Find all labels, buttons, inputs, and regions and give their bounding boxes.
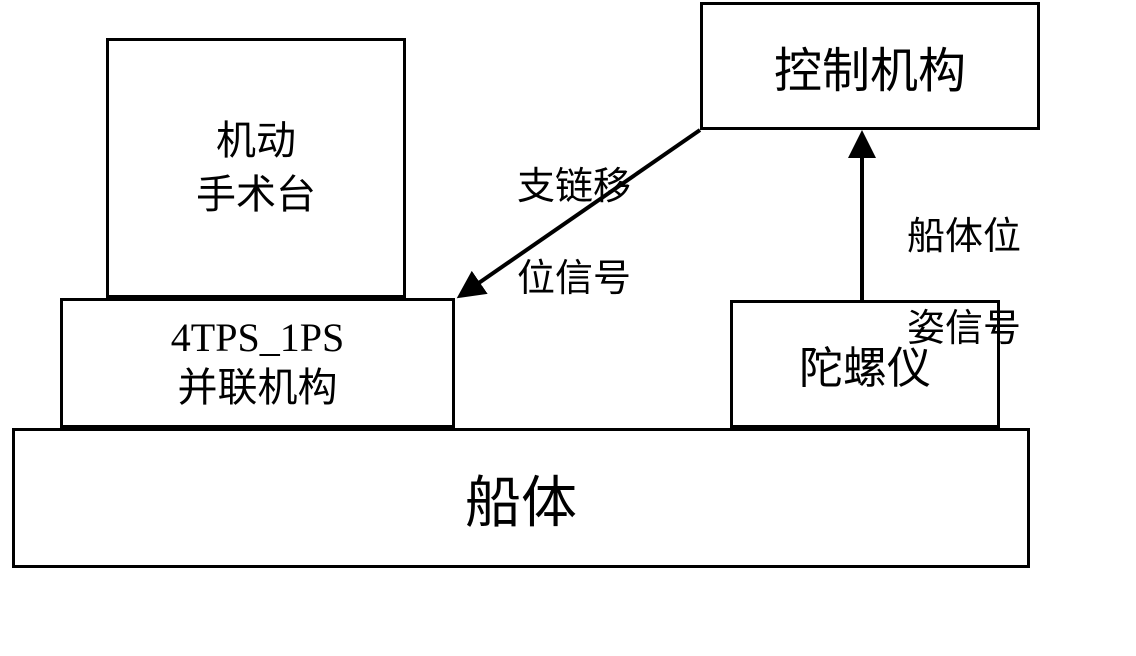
edge-branch-signal-label: 支链移 位信号 — [498, 118, 631, 302]
node-parallel-mechanism: 4TPS_1PS 并联机构 — [60, 298, 455, 428]
node-controller: 控制机构 — [700, 2, 1040, 130]
node-hull: 船体 — [12, 428, 1030, 568]
node-hull-label: 船体 — [465, 458, 577, 539]
node-operating-table-label: 机动 手术台 — [196, 114, 316, 222]
node-operating-table: 机动 手术台 — [106, 38, 406, 298]
node-parallel-mechanism-label: 4TPS_1PS 并联机构 — [171, 313, 344, 413]
node-controller-label: 控制机构 — [774, 31, 966, 101]
edge-pose-signal-label: 船体位 姿信号 — [888, 168, 1021, 352]
